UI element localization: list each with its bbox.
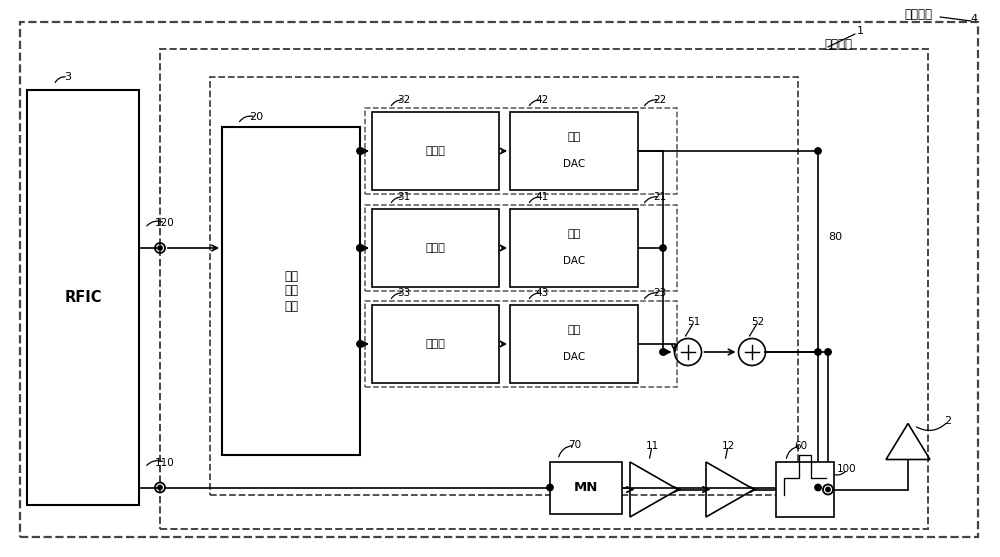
Bar xyxy=(372,305,499,383)
Text: 31: 31 xyxy=(397,192,411,202)
Bar xyxy=(776,462,834,517)
Text: 60: 60 xyxy=(794,441,808,451)
Bar xyxy=(365,205,677,291)
Text: 1: 1 xyxy=(857,26,864,36)
Bar xyxy=(210,77,798,495)
Text: 4: 4 xyxy=(970,14,978,24)
Circle shape xyxy=(357,245,363,251)
Text: 2: 2 xyxy=(944,417,952,427)
Text: 23: 23 xyxy=(653,288,667,298)
Text: 偏置: 偏置 xyxy=(567,229,581,239)
Circle shape xyxy=(826,487,830,492)
Text: 51: 51 xyxy=(687,317,701,327)
Text: 20: 20 xyxy=(249,112,263,122)
Bar xyxy=(550,462,622,514)
Text: DAC: DAC xyxy=(563,256,585,266)
Text: 通信装置: 通信装置 xyxy=(904,7,932,21)
Text: 70: 70 xyxy=(568,441,582,451)
Text: 100: 100 xyxy=(837,465,857,475)
Bar xyxy=(372,209,499,287)
Text: DAC: DAC xyxy=(563,159,585,169)
Text: 寄存器: 寄存器 xyxy=(426,339,445,349)
Text: 22: 22 xyxy=(653,95,667,105)
Text: DAC: DAC xyxy=(563,352,585,362)
Text: 33: 33 xyxy=(397,288,411,298)
Text: 偏置: 偏置 xyxy=(567,132,581,142)
Bar xyxy=(510,209,638,287)
Text: 41: 41 xyxy=(535,192,549,202)
Text: 3: 3 xyxy=(65,72,72,82)
Text: 偏置
控制
电路: 偏置 控制 电路 xyxy=(284,270,298,312)
Text: RFIC: RFIC xyxy=(64,290,102,305)
Circle shape xyxy=(815,148,821,154)
Text: 11: 11 xyxy=(645,441,659,451)
Circle shape xyxy=(815,349,821,355)
Bar xyxy=(510,305,638,383)
Circle shape xyxy=(660,349,666,355)
Text: MN: MN xyxy=(574,481,598,494)
Text: 12: 12 xyxy=(721,441,735,451)
Text: 21: 21 xyxy=(653,192,667,202)
Circle shape xyxy=(660,245,666,251)
Bar xyxy=(222,127,360,455)
Bar xyxy=(365,108,677,194)
Circle shape xyxy=(158,246,162,250)
Circle shape xyxy=(158,485,162,490)
Bar xyxy=(510,112,638,190)
Circle shape xyxy=(357,245,363,251)
Text: 110: 110 xyxy=(155,457,175,467)
Bar xyxy=(372,112,499,190)
Circle shape xyxy=(825,349,831,355)
Text: 偏置: 偏置 xyxy=(567,325,581,335)
Text: 32: 32 xyxy=(397,95,411,105)
Bar xyxy=(27,90,139,505)
Text: 42: 42 xyxy=(535,95,549,105)
Circle shape xyxy=(547,484,553,491)
Circle shape xyxy=(357,148,363,154)
Text: 高频模块: 高频模块 xyxy=(824,37,852,51)
Text: 寄存器: 寄存器 xyxy=(426,243,445,253)
Text: 80: 80 xyxy=(828,232,842,242)
Text: 52: 52 xyxy=(751,317,765,327)
Text: 寄存器: 寄存器 xyxy=(426,146,445,156)
Circle shape xyxy=(815,484,821,491)
Text: 120: 120 xyxy=(155,218,175,228)
Text: 43: 43 xyxy=(535,288,549,298)
Bar xyxy=(365,301,677,387)
Bar xyxy=(160,49,928,529)
Circle shape xyxy=(357,341,363,347)
